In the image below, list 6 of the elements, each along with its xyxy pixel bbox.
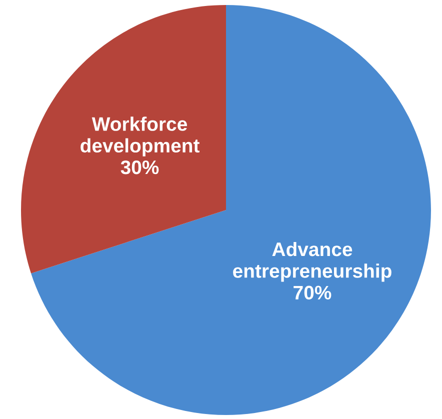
data-label: 70% <box>294 286 332 300</box>
pie-slice <box>21 5 226 274</box>
pie-slice <box>31 5 431 415</box>
slice-label: Workforce development <box>80 116 200 156</box>
slice-label: Advance entrepreneurship <box>233 242 392 282</box>
data-label: 30% <box>120 160 159 174</box>
